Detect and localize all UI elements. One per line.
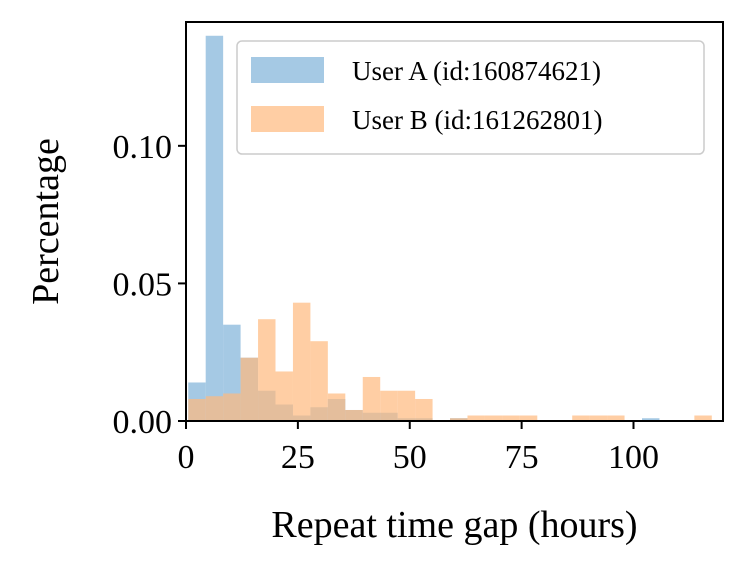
bar-series-1-bin-12 — [397, 390, 416, 421]
bar-series-1-bin-19 — [572, 415, 590, 421]
bar-series-0-bin-15 — [642, 418, 660, 421]
bar-series-1-bin-1 — [205, 396, 224, 421]
x-axis-ticks: 0 25 50 75 100 — [178, 421, 659, 476]
y-tick-label: 0.10 — [113, 129, 173, 166]
y-axis-ticks: 0.00 0.05 0.10 — [113, 129, 186, 441]
bar-series-1-bin-11 — [380, 390, 398, 421]
bar-series-1-bin-22 — [694, 415, 712, 421]
y-tick-label: 0.05 — [113, 266, 173, 303]
bar-series-1-bin-3 — [240, 357, 259, 421]
x-tick-label: 100 — [608, 439, 659, 476]
bar-series-1-bin-13 — [415, 398, 433, 421]
bar-series-1-bin-16 — [484, 415, 503, 421]
legend-label-user-b: User B (id:161262801) — [352, 105, 602, 135]
legend: User A (id:160874621) User B (id:1612628… — [236, 40, 705, 155]
bar-series-1-bin-2 — [223, 393, 241, 421]
bar-series-1-bin-21 — [607, 415, 625, 421]
bar-series-1-bin-6 — [292, 302, 311, 421]
legend-box — [236, 40, 705, 155]
x-tick-label: 50 — [393, 439, 427, 476]
bar-series-1-bin-14 — [450, 418, 468, 421]
plot-frame — [185, 21, 724, 422]
bar-series-1-bin-0 — [188, 398, 206, 421]
bar-series-1-bin-5 — [275, 371, 293, 421]
bar-series-1-bin-4 — [258, 319, 276, 421]
plot-bars — [188, 35, 712, 421]
bar-series-1-bin-18 — [519, 415, 538, 421]
legend-label-user-a: User A (id:160874621) — [352, 56, 601, 86]
bar-series-1-bin-15 — [467, 415, 485, 421]
x-axis-label: Repeat time gap (hours) — [271, 504, 637, 546]
bar-series-1-bin-17 — [502, 415, 520, 421]
bar-series-0-bin-1 — [205, 35, 224, 421]
legend-swatch-user-b — [251, 106, 324, 132]
x-tick-label: 25 — [281, 439, 315, 476]
y-tick-label: 0.00 — [113, 404, 173, 441]
bar-series-1-bin-8 — [327, 393, 346, 421]
y-axis-label: Percentage — [25, 138, 67, 305]
bar-series-1-bin-7 — [310, 341, 328, 421]
x-tick-label: 75 — [505, 439, 539, 476]
bar-series-1-bin-9 — [345, 409, 363, 421]
bar-series-1-bin-10 — [362, 376, 381, 421]
bar-series-1-bin-20 — [589, 415, 608, 421]
legend-swatch-user-a — [251, 57, 324, 83]
x-tick-label: 0 — [178, 439, 195, 476]
